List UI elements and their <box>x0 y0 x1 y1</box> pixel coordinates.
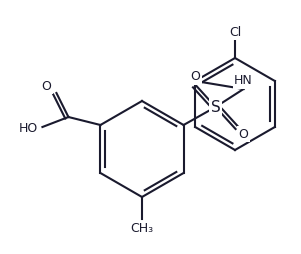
Text: HO: HO <box>19 122 38 135</box>
Text: S: S <box>211 100 220 115</box>
Text: O: O <box>42 80 51 92</box>
Text: Cl: Cl <box>229 25 241 39</box>
Text: HN: HN <box>234 74 253 87</box>
Text: O: O <box>191 71 200 84</box>
Text: CH₃: CH₃ <box>130 223 154 235</box>
Text: O: O <box>239 128 249 140</box>
